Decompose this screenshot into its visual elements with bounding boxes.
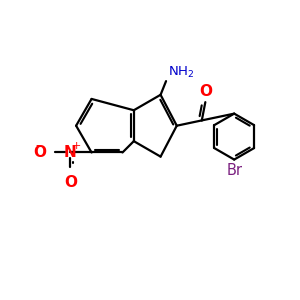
Text: +: + — [72, 141, 82, 151]
Text: O: O — [64, 176, 77, 190]
Text: O: O — [199, 84, 212, 99]
Text: NH$_2$: NH$_2$ — [167, 64, 194, 80]
Text: O: O — [33, 145, 46, 160]
Text: Br: Br — [226, 163, 242, 178]
Text: N: N — [64, 145, 77, 160]
Text: -: - — [35, 140, 40, 152]
